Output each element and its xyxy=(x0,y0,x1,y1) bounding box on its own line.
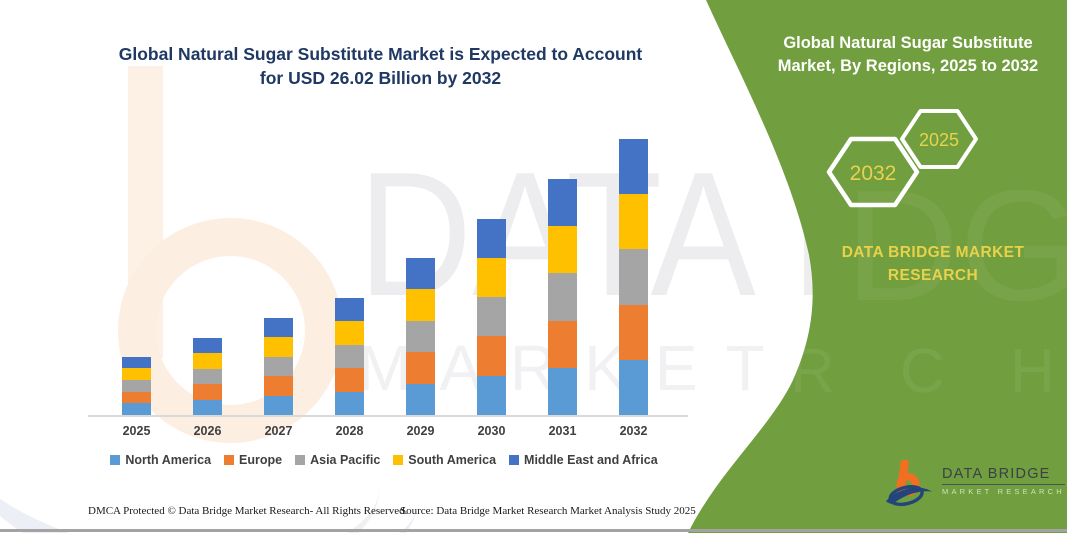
bar-2031 xyxy=(548,179,577,415)
hexagon-2025 xyxy=(900,109,978,169)
side-panel-title-line1: Global Natural Sugar Substitute xyxy=(783,34,1033,52)
company-logo-sub: MARKET RESEARCH xyxy=(942,487,1065,496)
bar-segment-south-america xyxy=(264,337,293,357)
bar-segment-middle-east-and-africa xyxy=(619,139,648,195)
company-logo-rule xyxy=(942,484,1065,485)
legend-item-asia-pacific: Asia Pacific xyxy=(295,453,380,467)
footer-source-text: Source: Data Bridge Market Research Mark… xyxy=(400,505,696,517)
bar-segment-north-america xyxy=(548,367,577,415)
bar-segment-asia-pacific xyxy=(548,273,577,321)
bar-segment-middle-east-and-africa xyxy=(193,337,222,353)
side-panel-title-line2: Market, By Regions, 2025 to 2032 xyxy=(777,57,1039,75)
legend: North America Europe Asia Pacific South Ame… xyxy=(24,453,744,467)
bar-segment-asia-pacific xyxy=(264,356,293,376)
bar-segment-middle-east-and-africa xyxy=(548,179,577,227)
bar-segment-south-america xyxy=(406,289,435,321)
legend-label: South America xyxy=(408,453,497,467)
legend-item-north-america: North America xyxy=(110,453,211,467)
company-logo: DATA BRIDGE MARKET RESEARCH xyxy=(884,460,1065,508)
bar-segment-europe xyxy=(264,376,293,396)
x-axis-label-2029: 2029 xyxy=(406,424,435,438)
bar-segment-south-america xyxy=(619,194,648,250)
side-panel-brand-text: DATA BRIDGE MARKET RESEARCH xyxy=(800,241,1066,287)
x-axis-label-2032: 2032 xyxy=(619,424,648,438)
x-axis-label-2030: 2030 xyxy=(477,424,506,438)
bar-segment-south-america xyxy=(548,226,577,274)
bar-segment-north-america xyxy=(619,359,648,415)
bar-segment-asia-pacific xyxy=(477,297,506,337)
x-axis-label-2031: 2031 xyxy=(548,424,577,438)
side-panel-title: Global Natural Sugar Substitute Market, … xyxy=(748,32,1067,78)
bar-segment-middle-east-and-africa xyxy=(406,257,435,289)
bar-segment-europe xyxy=(548,320,577,368)
legend-swatch-icon xyxy=(224,455,235,465)
company-logo-icon xyxy=(885,460,933,507)
side-panel-brand-line1: DATA BRIDGE MARKET xyxy=(841,244,1025,261)
hexagon-2032-label: 2032 xyxy=(850,162,897,185)
bar-2030 xyxy=(477,218,506,415)
legend-item-europe: Europe xyxy=(224,453,282,467)
bottom-border-line xyxy=(0,529,1067,532)
bar-2029 xyxy=(406,257,435,415)
legend-swatch-icon xyxy=(295,455,306,465)
bar-segment-europe xyxy=(406,352,435,384)
legend-label: Asia Pacific xyxy=(310,453,381,467)
bar-segment-middle-east-and-africa xyxy=(264,317,293,337)
bar-segment-north-america xyxy=(477,375,506,415)
legend-item-south-america: South America xyxy=(393,453,496,467)
hexagon-2025-label: 2025 xyxy=(919,130,959,150)
chart-title: Global Natural Sugar Substitute Market i… xyxy=(63,43,698,90)
legend-item-middle-east-and-africa: Middle East and Africa xyxy=(509,453,658,467)
side-panel-brand-line2: RESEARCH xyxy=(887,267,979,284)
legend-label: North America xyxy=(125,453,212,467)
legend-swatch-icon xyxy=(509,455,520,465)
bar-2032 xyxy=(619,139,648,415)
bar-segment-north-america xyxy=(406,383,435,415)
bar-segment-south-america xyxy=(477,257,506,298)
bar-segment-asia-pacific xyxy=(406,320,435,352)
chart-title-line2: for USD 26.02 Billion by 2032 xyxy=(259,67,502,88)
panel-watermark-fragment-primary: DGE xyxy=(845,158,1067,334)
legend-swatch-icon xyxy=(393,455,404,465)
company-logo-brand: DATA BRIDGE xyxy=(942,466,1051,482)
company-logo-text: DATA BRIDGE MARKET RESEARCH xyxy=(942,460,1065,496)
bar-segment-europe xyxy=(193,384,222,400)
bar-segment-europe xyxy=(619,304,648,360)
panel-watermark-fragment-secondary: R C H xyxy=(790,337,1067,406)
footer-dmca-text: DMCA Protected © Data Bridge Market Rese… xyxy=(88,505,408,517)
legend-label: Middle East and Africa xyxy=(524,453,658,467)
bar-segment-europe xyxy=(477,336,506,376)
bar-segment-asia-pacific xyxy=(619,249,648,305)
chart-title-line1: Global Natural Sugar Substitute Market i… xyxy=(118,44,643,64)
hexagon-2032 xyxy=(826,136,920,208)
legend-swatch-icon xyxy=(110,455,121,465)
bar-segment-south-america xyxy=(193,353,222,369)
legend-label: Europe xyxy=(239,453,283,467)
bar-segment-middle-east-and-africa xyxy=(477,218,506,258)
bar-segment-asia-pacific xyxy=(193,368,222,384)
